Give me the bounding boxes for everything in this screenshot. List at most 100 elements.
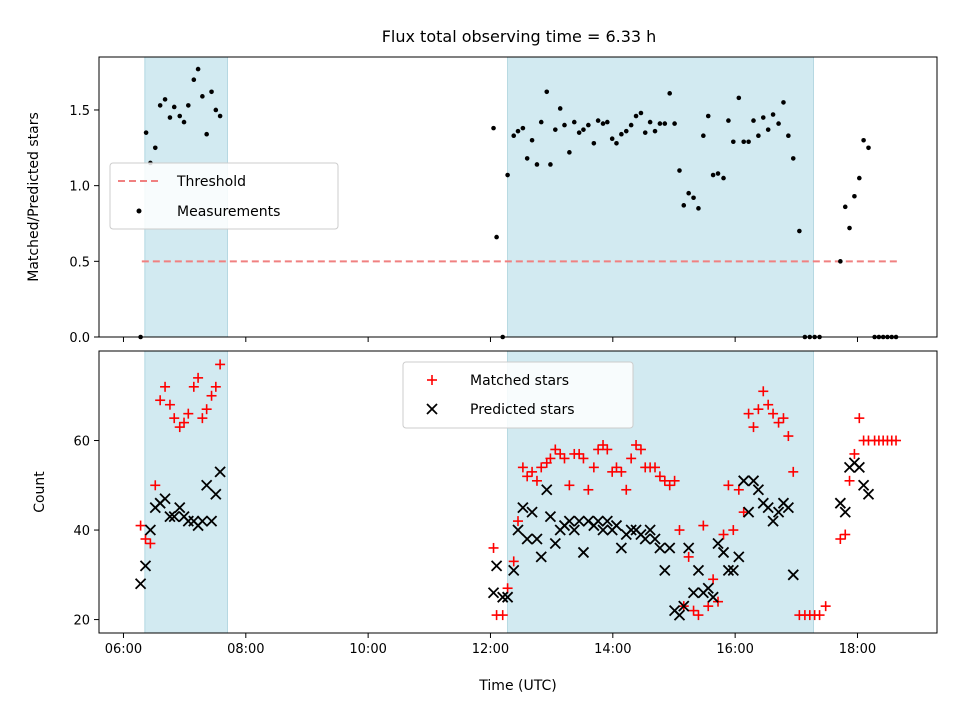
matched-star-point bbox=[588, 462, 599, 473]
matched-star-point bbox=[728, 525, 739, 536]
predicted-star-point bbox=[853, 461, 865, 474]
measurement-point bbox=[191, 77, 197, 83]
measurement-point bbox=[143, 130, 149, 135]
measurement-point bbox=[628, 122, 634, 128]
matched-star-point bbox=[738, 507, 749, 518]
measurement-point bbox=[736, 95, 742, 101]
measurement-point bbox=[715, 171, 721, 176]
measurement-point bbox=[548, 162, 553, 167]
predicted-star-point bbox=[174, 502, 186, 514]
top-legend: Threshold Measurements bbox=[109, 162, 339, 230]
predicted-star-point bbox=[512, 524, 524, 536]
matched-star-point bbox=[564, 480, 575, 491]
matched-star-point bbox=[602, 444, 613, 455]
measurement-point bbox=[662, 121, 668, 126]
matched-star-point bbox=[659, 475, 670, 486]
measurement-point bbox=[686, 190, 691, 196]
matched-star-point bbox=[854, 413, 865, 424]
predicted-star-point bbox=[490, 560, 503, 572]
measurement-point bbox=[760, 115, 766, 120]
x-axis-label: Time (UTC) bbox=[478, 678, 556, 694]
matched-star-point bbox=[531, 475, 542, 486]
measurement-point bbox=[633, 113, 639, 119]
measurement-point bbox=[515, 128, 521, 134]
predicted-star-point bbox=[196, 515, 209, 527]
matched-star-point bbox=[517, 462, 528, 473]
matched-star-point bbox=[215, 359, 226, 370]
measurement-point bbox=[638, 110, 644, 116]
matched-star-point bbox=[763, 399, 774, 410]
predicted-star-point bbox=[577, 546, 590, 559]
matched-star-point bbox=[598, 440, 609, 450]
matched-star-point bbox=[536, 462, 547, 473]
measurement-point bbox=[731, 139, 736, 145]
matched-star-point bbox=[674, 525, 685, 536]
predicted-star-point bbox=[683, 542, 695, 554]
matched-star-point bbox=[703, 601, 714, 612]
measurement-point bbox=[167, 115, 173, 120]
predicted-star-point bbox=[214, 466, 226, 478]
predicted-star-point bbox=[659, 564, 671, 576]
top-y-tick-label: 0.0 bbox=[69, 331, 90, 346]
matched-star-point bbox=[820, 601, 831, 612]
predicted-star-point bbox=[727, 564, 739, 576]
matched-star-point bbox=[654, 471, 665, 482]
matched-star-point bbox=[708, 574, 719, 585]
matched-star-point bbox=[550, 444, 561, 455]
predicted-star-point bbox=[702, 582, 714, 594]
measurement-point bbox=[677, 168, 682, 173]
measurement-point bbox=[790, 156, 796, 161]
bottom-legend: Matched stars Predicted stars bbox=[402, 361, 634, 429]
measurement-point bbox=[705, 113, 711, 119]
predicted-star-point bbox=[531, 533, 543, 545]
matched-star-point bbox=[814, 610, 825, 621]
matched-star-point bbox=[135, 520, 146, 531]
matched-star-point bbox=[574, 448, 585, 459]
matched-star-point bbox=[527, 466, 538, 477]
matched-star-point bbox=[650, 462, 661, 473]
predicted-star-point bbox=[862, 488, 875, 500]
measurement-point bbox=[701, 133, 706, 139]
predicted-star-point bbox=[673, 609, 686, 621]
bottom-axes-frame bbox=[98, 350, 938, 634]
matched-star-point bbox=[593, 444, 604, 455]
matched-star-point bbox=[788, 466, 799, 477]
matched-star-point bbox=[169, 413, 180, 424]
predicted-star-point bbox=[717, 546, 730, 559]
bottom-x-tick-label: 12:00 bbox=[472, 642, 509, 657]
bottom-shaded-interval bbox=[144, 350, 228, 634]
measurement-point bbox=[647, 119, 653, 125]
matched-star-point bbox=[753, 404, 764, 415]
legend-measurement-swatch bbox=[136, 208, 142, 214]
predicted-star-point bbox=[762, 502, 774, 514]
measurement-point bbox=[529, 137, 535, 143]
measurement-point bbox=[157, 103, 163, 108]
matched-star-point bbox=[783, 431, 794, 442]
measurement-point bbox=[186, 103, 191, 108]
matched-star-point bbox=[611, 462, 622, 473]
predicted-star-point bbox=[787, 569, 799, 581]
matched-star-point bbox=[631, 440, 642, 450]
matched-star-point bbox=[140, 534, 151, 544]
bottom-x-tick-label: 06:00 bbox=[105, 642, 142, 657]
matched-star-point bbox=[698, 520, 709, 531]
measurement-point bbox=[171, 104, 177, 110]
matched-star-point bbox=[835, 534, 846, 544]
measurement-point bbox=[781, 100, 786, 105]
measurement-point bbox=[667, 91, 672, 96]
matched-star-point bbox=[559, 453, 570, 464]
measurement-point bbox=[691, 195, 696, 201]
measurement-point bbox=[776, 121, 781, 126]
matched-star-point bbox=[840, 529, 851, 540]
predicted-star-point bbox=[487, 587, 500, 599]
top-x-ticks bbox=[122, 337, 858, 342]
matched-star-point bbox=[718, 529, 729, 540]
predicted-star-point bbox=[639, 533, 651, 545]
predicted-star-point bbox=[521, 533, 533, 545]
predicted-star-point bbox=[535, 551, 547, 563]
bottom-legend-box bbox=[402, 361, 634, 429]
measurement-point bbox=[520, 125, 526, 131]
predicted-star-point bbox=[687, 587, 700, 599]
predicted-star-point bbox=[625, 524, 637, 536]
